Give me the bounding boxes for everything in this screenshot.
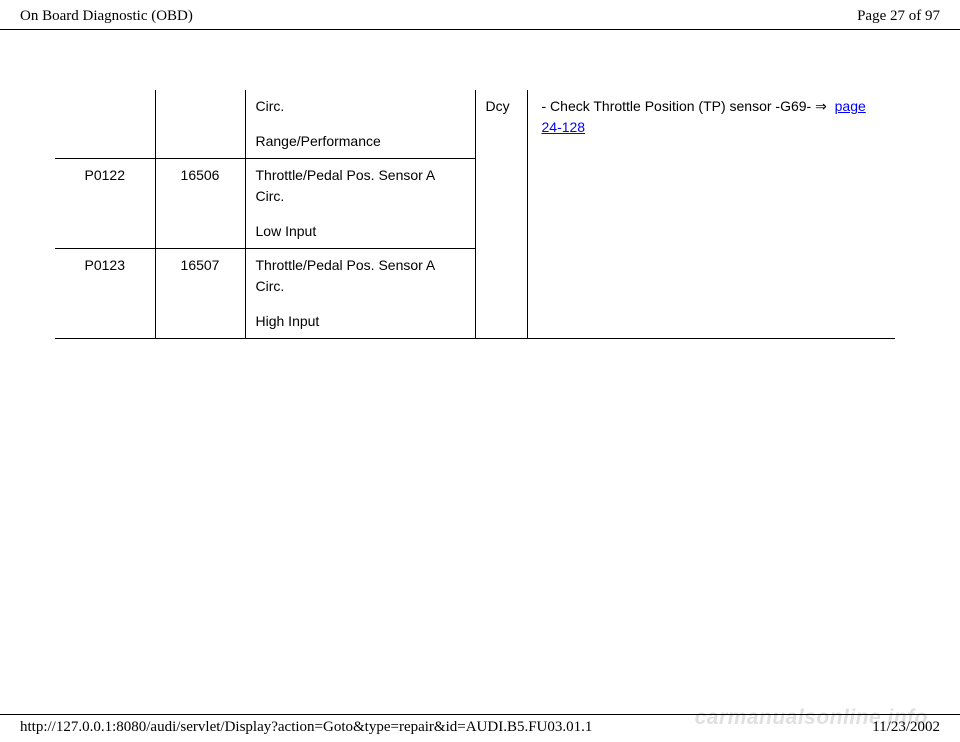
page-footer: http://127.0.0.1:8080/audi/servlet/Displ… bbox=[0, 714, 960, 742]
arrow-icon: ⇒ bbox=[815, 98, 827, 114]
cell-num bbox=[155, 90, 245, 159]
diagnostic-table: Circ. Range/Performance Dcy - Check Thro… bbox=[55, 90, 895, 339]
desc-sub: Range/Performance bbox=[256, 131, 465, 152]
desc-sub: Low Input bbox=[256, 221, 465, 242]
header-page-info: Page 27 of 97 bbox=[857, 8, 940, 25]
cell-code: P0123 bbox=[55, 249, 155, 339]
page-header: On Board Diagnostic (OBD) Page 27 of 97 bbox=[0, 0, 960, 30]
table-container: Circ. Range/Performance Dcy - Check Thro… bbox=[0, 30, 960, 339]
cell-num: 16506 bbox=[155, 159, 245, 249]
table-row: Circ. Range/Performance Dcy - Check Thro… bbox=[55, 90, 895, 159]
header-title: On Board Diagnostic (OBD) bbox=[20, 8, 193, 25]
desc-main: Throttle/Pedal Pos. Sensor A Circ. bbox=[256, 165, 465, 207]
cell-dcy: Dcy bbox=[475, 90, 527, 339]
desc-sub: High Input bbox=[256, 311, 465, 332]
cell-num: 16507 bbox=[155, 249, 245, 339]
cell-desc: Circ. Range/Performance bbox=[245, 90, 475, 159]
cell-desc: Throttle/Pedal Pos. Sensor A Circ. High … bbox=[245, 249, 475, 339]
footer-url: http://127.0.0.1:8080/audi/servlet/Displ… bbox=[20, 719, 592, 736]
action-prefix: - Check Throttle Position (TP) sensor -G… bbox=[542, 98, 816, 114]
cell-code: P0122 bbox=[55, 159, 155, 249]
cell-code bbox=[55, 90, 155, 159]
desc-main: Circ. bbox=[256, 96, 465, 117]
cell-action: - Check Throttle Position (TP) sensor -G… bbox=[527, 90, 895, 339]
cell-desc: Throttle/Pedal Pos. Sensor A Circ. Low I… bbox=[245, 159, 475, 249]
desc-main: Throttle/Pedal Pos. Sensor A Circ. bbox=[256, 255, 465, 297]
footer-date: 11/23/2002 bbox=[872, 719, 940, 736]
